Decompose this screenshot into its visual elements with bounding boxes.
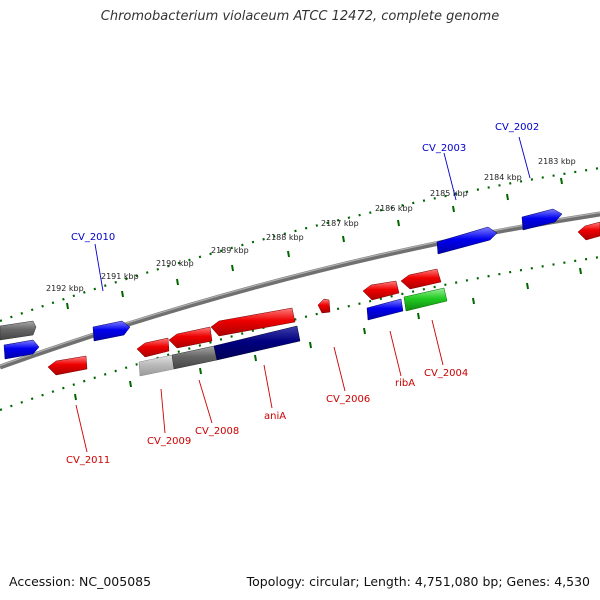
kbp-label: 2187 kbp xyxy=(321,219,359,228)
gene-cv2004-reverse[interactable] xyxy=(400,268,442,290)
map-title: Chromobacterium violaceum ATCC 12472, co… xyxy=(100,9,500,24)
kbp-label: 2184 kbp xyxy=(484,173,522,182)
feature-grey[interactable] xyxy=(171,345,218,370)
gene-cv2010-forward[interactable] xyxy=(92,320,131,342)
gene-label-cv2009[interactable]: CV_2009 xyxy=(147,436,191,447)
feature-light-grey[interactable] xyxy=(138,354,175,377)
gene-riba-reverse[interactable] xyxy=(362,280,400,301)
kbp-label: 2186 kbp xyxy=(375,204,413,213)
kbp-label: 2189 kbp xyxy=(211,246,249,255)
kbp-label: 2185 kbp xyxy=(430,189,468,198)
inner-tick-ring xyxy=(0,255,600,412)
gene-label-cv2003[interactable]: CV_2003 xyxy=(422,143,466,154)
gene-ania-reverse[interactable] xyxy=(210,307,296,337)
gene-label-cv2010[interactable]: CV_2010 xyxy=(71,232,115,243)
gene-cv2002-forward[interactable] xyxy=(521,208,563,231)
gene-reverse-right-edge[interactable] xyxy=(577,221,600,241)
gene-cv2009-reverse[interactable] xyxy=(136,337,170,358)
feature-navy[interactable] xyxy=(213,325,301,361)
gene-label-ania[interactable]: aniA xyxy=(264,411,286,422)
kbp-label: 2192 kbp xyxy=(46,284,84,293)
label-leader-lines xyxy=(75,136,531,453)
feature-green-rna[interactable] xyxy=(403,287,448,312)
kbp-label: 2188 kbp xyxy=(266,233,304,242)
gene-cv2011-reverse[interactable] xyxy=(47,355,88,376)
inner-major-ticks xyxy=(74,267,582,401)
genome-backbone-highlight xyxy=(0,211,600,367)
topology-info: Topology: circular; Length: 4,751,080 bp… xyxy=(246,574,590,589)
gene-riba-forward[interactable] xyxy=(366,298,404,321)
accession-info: Accession: NC_005085 xyxy=(9,574,152,589)
gene-label-cv2002[interactable]: CV_2002 xyxy=(495,122,539,133)
gene-cv2003-forward[interactable] xyxy=(436,226,498,255)
kbp-label: 2191 kbp xyxy=(101,272,139,281)
gene-grey-forward[interactable] xyxy=(0,320,37,341)
gene-label-cv2011[interactable]: CV_2011 xyxy=(66,455,110,466)
genome-backbone xyxy=(0,211,600,370)
gene-label-cv2004[interactable]: CV_2004 xyxy=(424,368,468,379)
gene-cv2008-reverse[interactable] xyxy=(168,326,213,349)
gene-forward-left[interactable] xyxy=(3,339,40,360)
outer-tick-ring xyxy=(0,166,600,323)
gene-label-cv2006[interactable]: CV_2006 xyxy=(326,394,370,405)
outer-major-ticks xyxy=(66,177,563,310)
gene-label-riba[interactable]: ribA xyxy=(395,378,415,389)
gene-cv2006-reverse[interactable] xyxy=(317,298,331,314)
kbp-label: 2183 kbp xyxy=(538,157,576,166)
gene-label-cv2008[interactable]: CV_2008 xyxy=(195,426,239,437)
kbp-label: 2190 kbp xyxy=(156,259,194,268)
